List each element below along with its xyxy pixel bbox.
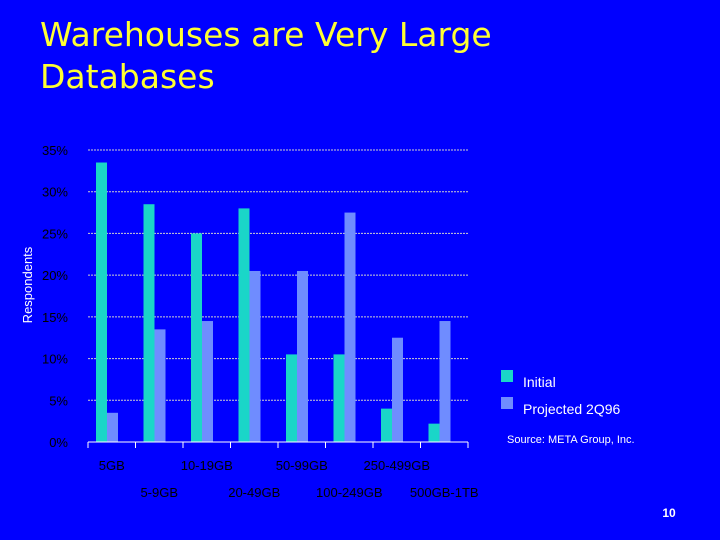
x-category-label: 50-99GB <box>276 458 328 473</box>
legend: Initial Projected 2Q96 <box>501 370 620 417</box>
y-axis-tick-labels: 0% 5% 10% 15% 20% 25% 30% 35% <box>42 143 68 450</box>
slide-title-line-1: Warehouses are Very Large <box>40 15 492 54</box>
x-category-label: 500GB-1TB <box>410 485 479 500</box>
page-number: 10 <box>662 506 676 520</box>
y-tick-label: 35% <box>42 143 68 158</box>
legend-swatch-projected <box>501 397 513 409</box>
x-category-label: 5-9GB <box>140 485 178 500</box>
bar-initial <box>381 408 392 442</box>
bar-projected <box>297 270 308 442</box>
bars <box>96 162 451 442</box>
legend-label-projected: Projected 2Q96 <box>523 401 620 417</box>
bar-projected <box>344 212 356 442</box>
x-category-label: 250-499GB <box>364 458 431 473</box>
bar-projected <box>392 337 403 442</box>
source-note: Source: META Group, Inc. <box>507 434 635 446</box>
y-tick-label: 10% <box>42 352 68 367</box>
y-tick-label: 20% <box>42 268 68 283</box>
x-axis <box>87 441 469 448</box>
bar-initial <box>333 354 345 442</box>
y-tick-label: 25% <box>42 226 68 241</box>
bar-projected <box>202 321 213 442</box>
bar-initial <box>238 208 250 442</box>
bar-initial <box>96 162 107 442</box>
y-tick-label: 0% <box>49 435 68 450</box>
y-axis-title: Respondents <box>20 246 35 323</box>
x-category-label: 5GB <box>99 458 125 473</box>
bar-initial <box>286 354 297 442</box>
slide-title-line-2: Databases <box>40 57 215 96</box>
bar-initial <box>143 204 155 442</box>
y-tick-label: 5% <box>49 393 68 408</box>
slide-title: Warehouses are Very Large Databases <box>40 14 640 98</box>
legend-swatch-initial <box>501 370 513 382</box>
x-category-label: 100-249GB <box>316 485 383 500</box>
legend-label-initial: Initial <box>523 374 556 390</box>
bar-initial <box>428 423 440 442</box>
bar-projected <box>107 412 118 442</box>
y-tick-label: 15% <box>42 310 68 325</box>
y-tick-label: 30% <box>42 185 68 200</box>
bar-projected <box>439 321 451 442</box>
x-category-label: 10-19GB <box>181 458 233 473</box>
bar-projected <box>154 329 166 442</box>
bar-projected <box>249 270 261 442</box>
bar-initial <box>191 233 202 442</box>
x-category-label: 20-49GB <box>228 485 280 500</box>
